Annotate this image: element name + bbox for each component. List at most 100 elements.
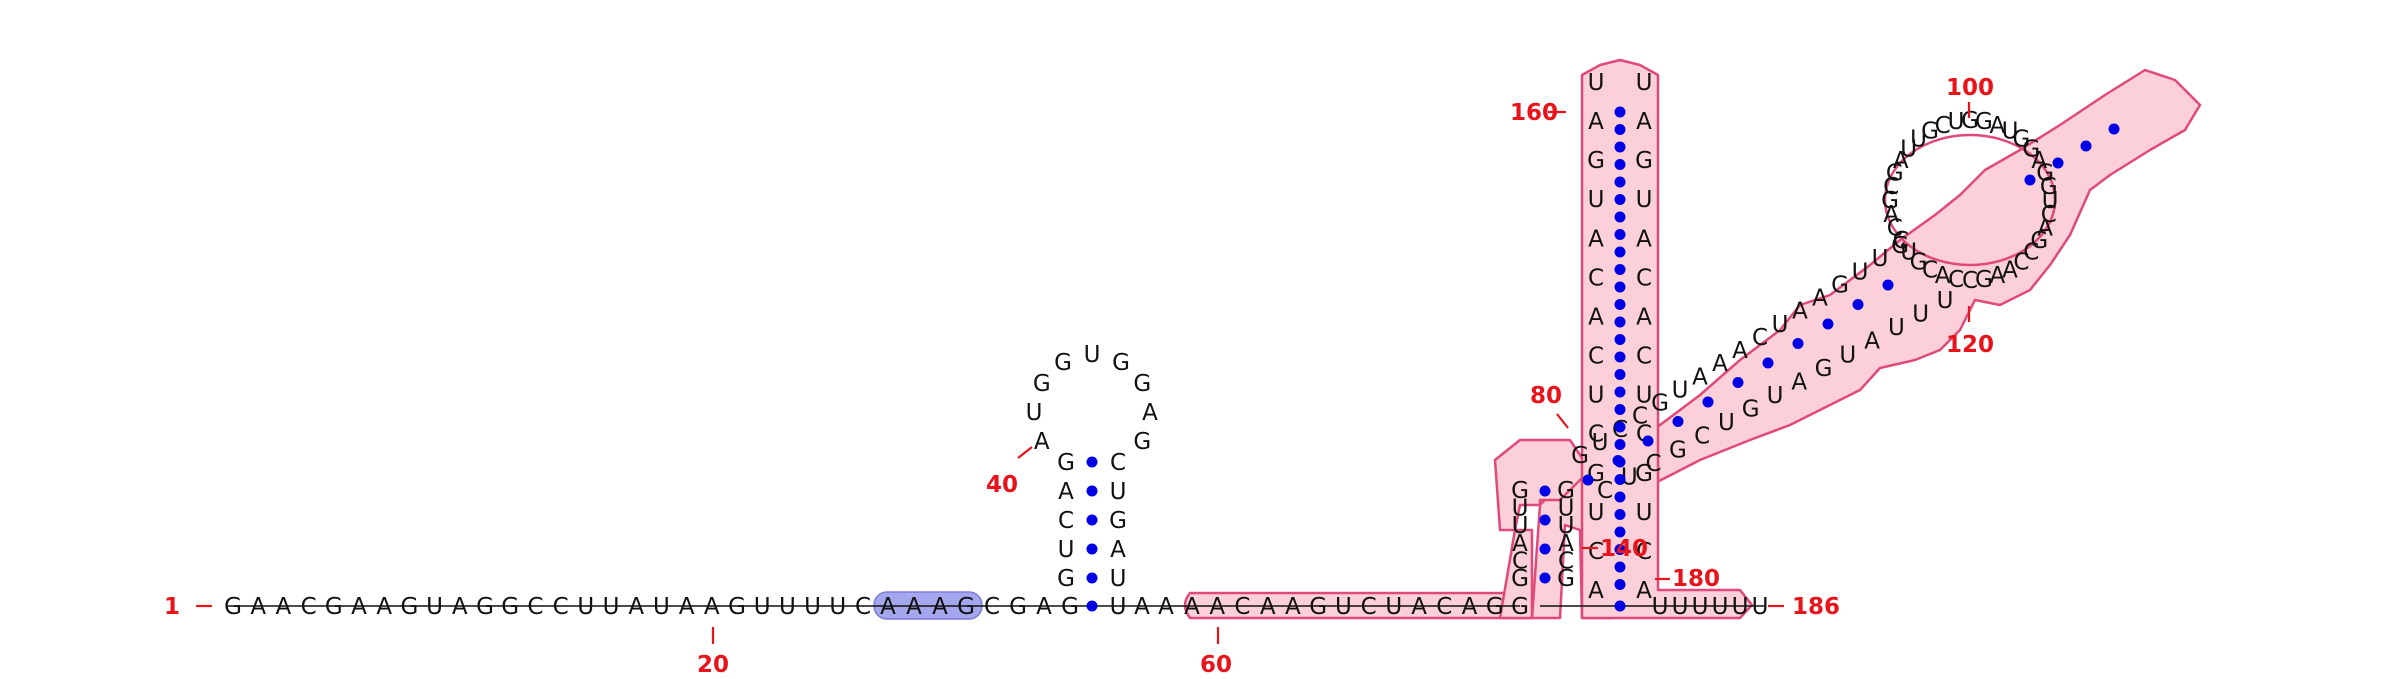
nucleotide-hairpin1-loop-6: G	[1133, 371, 1151, 397]
nucleotide-pseudoknot-stem-3-4: A	[1636, 226, 1652, 252]
nucleotide-pseudoknot-stem-5-11: A	[1864, 329, 1880, 355]
nucleotide-pseudoknot-stem-3-3: U	[1636, 187, 1653, 213]
nucleotide-pseudoknot-stem-3-1: A	[1588, 109, 1604, 135]
nucleotide-linear-mid-7: C	[1361, 594, 1377, 620]
nucleotide-linker2-2: A	[1158, 594, 1174, 620]
nucleotide-loop-100-10: C	[1935, 113, 1951, 139]
nucleotide-loop-100-4: C	[1883, 174, 1899, 200]
base-pair-dot-helixB-8	[1822, 318, 1834, 330]
base-pair-dot-helixB-3	[1672, 416, 1684, 427]
base-pair-dot-vertical-20	[1614, 456, 1626, 468]
nucleotide-helixB-5-5: U	[1672, 377, 1689, 403]
base-pair-dot-helixA-1	[1539, 543, 1551, 555]
nucleotide-tail-3prime-4: U	[1732, 594, 1749, 620]
nucleotide-linker2-0: U	[1110, 594, 1127, 620]
nucleotide-pseudoknot-stem-3-11: U	[1636, 500, 1653, 526]
nucleotide-pseudoknot-stem-3-8: U	[1588, 383, 1605, 409]
nucleotide-pseudoknot-stem-3-12: C	[1636, 539, 1652, 565]
nucleotide-helixB-5-3: C	[1632, 404, 1648, 430]
shaded-regions	[1183, 58, 2202, 620]
nucleotide-linker-0: C	[984, 594, 1000, 620]
nucleotide-linear-5prime-10: G	[476, 594, 494, 620]
nucleotide-loop-100-11: U	[1948, 109, 1965, 135]
nucleotide-pseudoknot-stem-3-13: A	[1588, 578, 1604, 604]
pos-186: 186	[1792, 594, 1840, 620]
nucleotide-helixB-5-10: U	[1772, 312, 1789, 338]
nucleotide-helixA-5-4: U	[1558, 496, 1575, 522]
nucleotide-linear-5prime-2: A	[276, 594, 292, 620]
nucleotide-loop-100-33: C	[1922, 257, 1938, 283]
nucleotide-loop-100-15: U	[2002, 119, 2019, 145]
nucleotide-loop-100-21: U	[2042, 188, 2059, 214]
nucleotide-hairpin1-loop-8: G	[1133, 429, 1151, 455]
nucleotide-hairpin1-loop-7: A	[1142, 400, 1158, 426]
nucleotide-linear-mid-6: U	[1335, 594, 1352, 620]
nucleotide-pseudoknot-stem-3-4: A	[1588, 226, 1604, 252]
nucleotide-pseudoknot-stem-5-9: G	[1815, 356, 1833, 382]
base-pair-dot-helixB-4	[1702, 396, 1714, 408]
base-pair-dot-vertical-12	[1614, 316, 1626, 328]
nucleotide-highlighted-3: G	[957, 594, 975, 620]
nucleotide-linear-5prime-11: G	[501, 594, 519, 620]
base-pair-dot-helixC-2	[2080, 140, 2092, 152]
nucleotide-loop-100-17: G	[2022, 137, 2040, 163]
nucleotide-pseudoknot-stem-3-2: G	[1635, 148, 1653, 174]
nucleotide-linear-5prime-16: A	[628, 594, 644, 620]
nucleotide-stem1-3-0: C	[1110, 450, 1126, 476]
nucleotide-loop-100-24: G	[2030, 228, 2048, 254]
nucleotide-stem1-5-1: U	[1058, 537, 1075, 563]
nucleotide-pseudoknot-stem-5-7: U	[1767, 383, 1784, 409]
nucleotide-hairpin1-loop-1: U	[1026, 400, 1043, 426]
nucleotide-linker-3: G	[1061, 594, 1079, 620]
nucleotide-pseudoknot-stem-5-8: A	[1791, 369, 1807, 395]
pos-100: 100	[1946, 75, 1994, 101]
nucleotide-linear-5prime-9: A	[452, 594, 468, 620]
nucleotide-loop-100-32: A	[1935, 263, 1951, 289]
base-pair-dot-vertical-7	[1614, 229, 1626, 240]
nucleotide-hairpin1-loop-5: G	[1112, 350, 1130, 376]
base-pair-dot-stem1-1	[1086, 485, 1098, 497]
pos-60: 60	[1200, 652, 1232, 678]
base-pair-dot-helixB-2	[1642, 435, 1654, 447]
nucleotide-linear-mid-2: C	[1234, 594, 1250, 620]
nucleotide-tail-3prime-1: U	[1672, 594, 1689, 620]
nucleotide-pseudoknot-stem-3-2: G	[1587, 148, 1605, 174]
nucleotide-linear-mid-5: G	[1309, 594, 1327, 620]
nucleotide-linear-5prime-8: U	[426, 594, 443, 620]
nucleotide-pseudoknot-stem-3-1: A	[1636, 109, 1652, 135]
nucleotide-helixB-5-16: G	[1891, 233, 1909, 259]
nucleotide-stem1-3-1: U	[1110, 479, 1127, 505]
nucleotide-pseudoknot-stem-3-5: C	[1588, 265, 1604, 291]
nucleotide-linear-5prime-5: A	[351, 594, 367, 620]
nucleotide-loop-100-16: G	[2013, 127, 2031, 153]
nucleotide-linear-5prime-23: U	[804, 594, 821, 620]
nucleotide-linear-5prime-21: U	[754, 594, 771, 620]
pos-160: 160	[1510, 100, 1558, 126]
base-pair-dot-helixC-0	[2024, 174, 2036, 186]
region-vertical-stem	[1580, 58, 1754, 620]
base-pair-dot-vertical-1	[1614, 124, 1626, 135]
nucleotide-pseudoknot-stem-5-13: U	[1912, 302, 1929, 328]
base-pair-dot-vertical-18	[1614, 421, 1626, 433]
base-pair-dot-helixB-10	[1882, 279, 1894, 291]
nucleotide-pseudoknot-stem-5-6: G	[1742, 397, 1760, 423]
nucleotide-linker2-1: A	[1134, 594, 1150, 620]
base-pair-dot-helixB-9	[1852, 299, 1864, 310]
nucleotide-linker-1: G	[1009, 594, 1027, 620]
nucleotide-pseudoknot-stem-3-10: G	[1635, 461, 1653, 487]
base-pair-dot-helixC-3	[2108, 123, 2120, 135]
nucleotide-tail-3prime-3: U	[1712, 594, 1729, 620]
nucleotide-linear-5prime-14: U	[577, 594, 594, 620]
base-pair-dot-helixC-1	[2052, 157, 2064, 169]
nucleotide-pseudoknot-stem-3-6: A	[1588, 304, 1604, 330]
base-pair-dot-vertical-13	[1614, 334, 1626, 345]
nucleotide-pseudoknot-stem-3-5: C	[1636, 265, 1652, 291]
nucleotide-pseudoknot-stem-3-13: A	[1636, 578, 1652, 604]
base-pair-dot-vertical-17	[1614, 404, 1626, 415]
nucleotide-pseudoknot-stem-5-2: C	[1646, 451, 1662, 477]
pos-140: 140	[1600, 536, 1648, 562]
nucleotide-stem1-5-4: G	[1057, 450, 1075, 476]
nucleotide-linear-5prime-18: A	[679, 594, 695, 620]
nucleotide-helixA-5-0: G	[1511, 566, 1529, 592]
